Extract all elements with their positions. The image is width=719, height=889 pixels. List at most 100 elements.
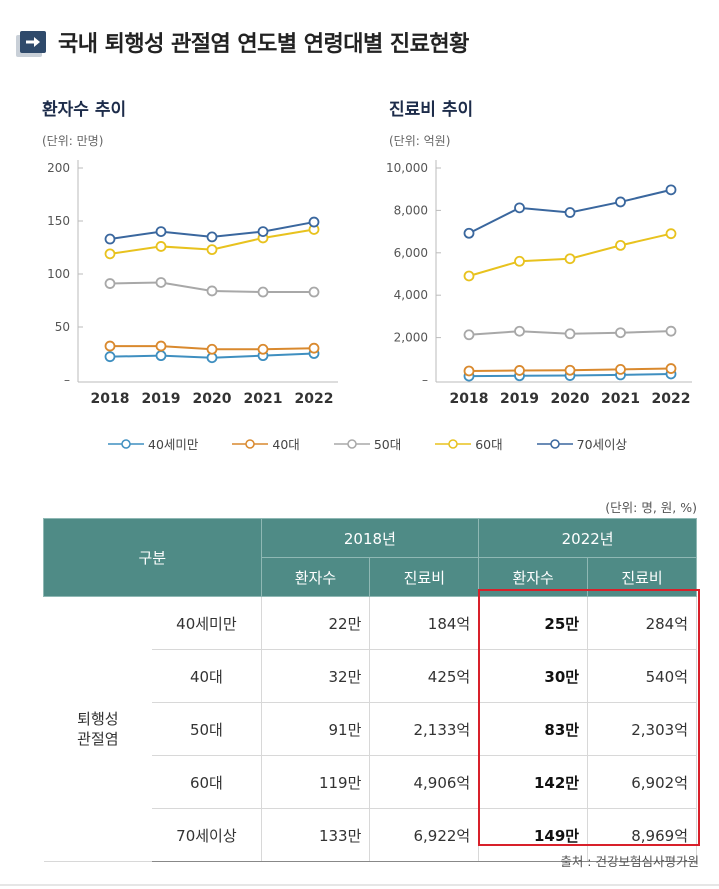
data-point — [308, 342, 320, 354]
group-label: 퇴행성 관절염 — [43, 596, 153, 862]
y-tick-label: 10,000 — [386, 161, 428, 175]
data-point — [257, 226, 269, 237]
cost-2018-cell: 6,922억 — [369, 808, 480, 862]
legend-marker-icon — [536, 438, 573, 449]
age-cell: 50대 — [152, 702, 262, 756]
data-point — [308, 216, 320, 228]
legend-label: 60대 — [475, 437, 503, 452]
patients-2022-cell: 142만 — [478, 755, 589, 809]
data-point — [514, 365, 525, 376]
patients-chart-title: 환자수 추이 — [42, 100, 127, 120]
x-tick-label: 2018 — [450, 391, 489, 407]
header-patients-2022: 환자수 — [478, 557, 589, 597]
y-tick-label: – — [422, 373, 428, 387]
y-tick-label: 2,000 — [394, 331, 428, 345]
data-point — [665, 325, 677, 337]
x-tick-label: 2021 — [244, 391, 283, 407]
data-point — [155, 241, 167, 252]
data-point — [257, 286, 269, 298]
y-tick-label: 50 — [55, 320, 70, 334]
cost-2018-cell: 2,133억 — [369, 702, 480, 756]
data-point — [104, 340, 116, 352]
y-tick-label: 6,000 — [394, 246, 428, 260]
data-point — [514, 202, 525, 214]
x-tick-label: 2020 — [193, 391, 232, 407]
y-tick-label: 200 — [47, 161, 70, 175]
data-point — [463, 365, 475, 377]
data-point — [206, 285, 218, 297]
patients-2022-cell: 149만 — [478, 808, 589, 862]
header-category: 구분 — [43, 518, 262, 597]
data-point — [308, 286, 320, 298]
cost-chart-unit: (단위: 억원) — [389, 134, 451, 148]
x-tick-label: 2022 — [295, 391, 334, 407]
legend-marker-icon — [108, 438, 144, 449]
data-point — [665, 363, 677, 374]
legend-marker-icon — [435, 438, 472, 449]
data-point — [206, 244, 218, 256]
x-tick-label: 2022 — [652, 391, 691, 407]
x-tick-label: 2018 — [91, 391, 130, 407]
header-year-2022: 2022년 — [478, 518, 697, 558]
data-point — [155, 350, 167, 362]
legend-item: 70세이상 — [536, 434, 628, 453]
cost-2018-cell: 4,906억 — [369, 755, 480, 809]
cost-2022-cell: 540억 — [587, 649, 697, 703]
patients-2018-cell: 119만 — [261, 755, 371, 809]
data-point — [615, 327, 626, 339]
cost-2018-cell: 184억 — [369, 596, 480, 650]
cost-2018-cell: 425억 — [369, 649, 480, 703]
x-tick-label: 2021 — [601, 391, 640, 407]
header-patients-2018: 환자수 — [260, 557, 371, 597]
data-point — [514, 255, 525, 267]
legend-label: 50대 — [373, 437, 402, 452]
patients-2022-cell: 25만 — [478, 596, 589, 650]
legend-item: 50대 — [333, 434, 402, 453]
patients-2018-cell: 22만 — [261, 596, 371, 650]
header-cost-2022: 진료비 — [587, 557, 697, 597]
data-point — [463, 329, 475, 341]
data-point — [104, 248, 116, 260]
y-tick-label: – — [64, 373, 70, 387]
legend-item: 40세미만 — [108, 434, 198, 453]
data-point — [155, 277, 167, 288]
data-point — [155, 340, 167, 352]
data-point — [615, 363, 626, 375]
data-point — [257, 343, 269, 355]
cost-chart-title: 진료비 추이 — [389, 100, 474, 120]
patients-line-chart: 200 150 100 50 – 2018 2019 2020 2021 2022 — [47, 160, 338, 407]
data-point — [104, 351, 116, 363]
x-tick-label: 2019 — [500, 391, 539, 407]
header-year-2018: 2018년 — [260, 518, 480, 558]
data-point — [615, 196, 626, 208]
y-tick-label: 4,000 — [394, 288, 428, 302]
y-tick-label: 150 — [47, 214, 70, 228]
data-point — [665, 184, 677, 196]
y-tick-label: 100 — [47, 267, 70, 281]
table-row: 60대 119만 4,906억 142만 6,902억 — [44, 755, 697, 809]
data-table: 구분 2018년 2022년 환자수 진료비 환자수 진료비 퇴행성 관절염 40… — [43, 518, 697, 862]
data-point — [206, 231, 218, 243]
x-tick-label: 2019 — [142, 391, 181, 407]
table-row: 70세이상 133만 6,922억 149만 8,969억 — [44, 808, 697, 862]
page-title: 국내 퇴행성 관절염 연도별 연령대별 진료현황 — [58, 32, 469, 57]
page-header: 국내 퇴행성 관절염 연도별 연령대별 진료현황 — [16, 26, 469, 58]
legend-label: 70세이상 — [576, 437, 628, 452]
patients-2018-cell: 133만 — [261, 808, 371, 862]
cost-2022-cell: 284억 — [587, 596, 697, 650]
data-point — [564, 364, 576, 376]
data-point — [104, 233, 116, 245]
data-point — [514, 325, 525, 337]
data-point — [564, 253, 576, 265]
data-point — [206, 343, 218, 355]
table-row: 퇴행성 관절염 40세미만 22만 184억 25만 284억 — [43, 596, 697, 862]
age-cell: 70세이상 — [152, 808, 262, 862]
chart-legend: 40세미만 40대 50대 60대 70세이상 — [108, 434, 661, 453]
table-row: 40대 32만 425억 30만 540억 — [44, 649, 697, 703]
divider — [0, 884, 719, 886]
data-point — [463, 227, 475, 239]
legend-marker-icon — [232, 438, 269, 449]
data-point — [104, 278, 116, 289]
table-unit-note: (단위: 명, 원, %) — [605, 500, 697, 515]
patients-chart-unit: (단위: 만명) — [42, 134, 104, 148]
